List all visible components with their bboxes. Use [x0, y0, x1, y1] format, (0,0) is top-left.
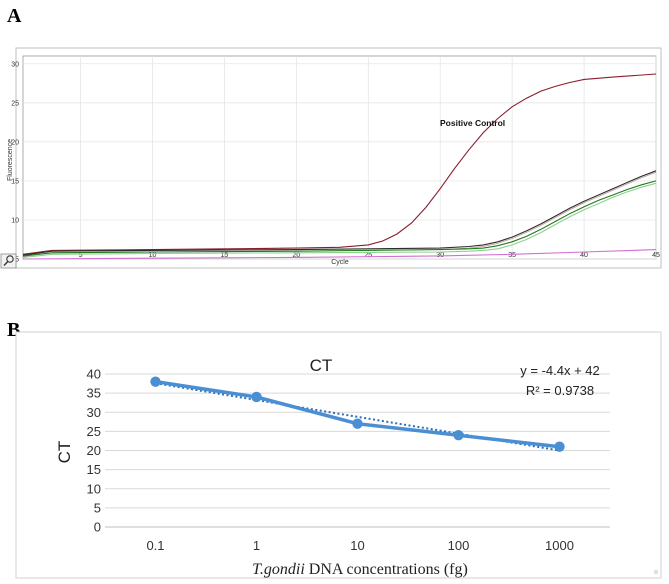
- panel-a-x-tick-label: 5: [79, 252, 83, 259]
- panel-a-x-label: Cycle: [331, 259, 349, 266]
- panel-b-series: [150, 376, 565, 452]
- panel-b-title: CT: [310, 356, 333, 375]
- panel-b-data-point: [251, 391, 262, 403]
- panel-b-x-tick-label: 10: [350, 538, 364, 553]
- panel-a-series-line: [22, 73, 657, 255]
- panel-a-x-tick-label: 20: [292, 252, 300, 259]
- panel-b-data-point: [150, 376, 161, 387]
- panel-a-y-tick-label: 5: [15, 257, 19, 264]
- panel-a-x-tick-label: 45: [652, 252, 660, 259]
- panel-a-series-line: [22, 180, 657, 257]
- panel-b-x-tick-label: 0.1: [146, 538, 164, 553]
- panel-b-y-tick-label: 20: [87, 443, 101, 458]
- panel-b-data-point: [453, 430, 464, 441]
- panel-a-x-tick-label: 40: [580, 252, 588, 259]
- panel-b-x-tick-label: 100: [448, 538, 470, 553]
- panel-b-y-ticks: 0 5 10 15 20 25 30 35 40: [87, 367, 101, 535]
- magnifier-icon[interactable]: [0, 253, 17, 269]
- panel-a-y-tick-label: 25: [11, 100, 19, 107]
- panel-b-trendline: [155, 382, 560, 452]
- panel-a-x-tick-label: 35: [508, 252, 516, 259]
- panel-a-x-tick-label: 15: [221, 252, 229, 259]
- panel-a-y-ticks: 5 10 15 20 25 30: [11, 61, 19, 263]
- panel-a-y-tick-label: 15: [11, 178, 19, 185]
- panel-b-y-tick-label: 35: [87, 386, 101, 401]
- panel-a-series-line: [22, 182, 657, 258]
- panel-b-y-tick-label: 5: [94, 500, 101, 515]
- panel-a-series: [22, 73, 657, 260]
- trendline-r-squared: R² = 0.9738: [526, 383, 594, 398]
- panel-b-y-tick-label: 25: [87, 424, 101, 439]
- positive-control-annotation: Positive Control: [440, 118, 505, 128]
- panel-b-frame: [15, 331, 662, 579]
- panel-a-x-tick-label: 10: [149, 252, 157, 259]
- panel-a-y-label: Fluorescence: [7, 139, 14, 181]
- panel-a-label: A: [7, 5, 22, 27]
- panel-b-x-label-rest: DNA concentrations (fg): [305, 561, 468, 578]
- panel-a-y-tick-label: 10: [11, 217, 19, 224]
- panel-b-x-label: T.gondii DNA concentrations (fg): [252, 561, 468, 578]
- panel-b-y-tick-label: 10: [87, 481, 101, 496]
- resize-handle: [654, 570, 658, 574]
- panel-b-x-tick-label: 1000: [545, 538, 574, 553]
- panel-a-series-line: [22, 249, 657, 260]
- panel-b-y-tick-label: 30: [87, 405, 101, 420]
- panel-a-grid: [23, 56, 657, 260]
- panel-b-y-tick-label: 0: [94, 520, 101, 535]
- panel-a-plot-area: [22, 55, 657, 260]
- panel-b-x-ticks: 0.1 1 10 100 1000: [146, 538, 574, 553]
- panel-a-series-line: [22, 170, 657, 256]
- panel-b-grid: [105, 373, 610, 528]
- panel-b-trendline-line: [155, 382, 560, 452]
- panel-b-y-tick-label: 15: [87, 462, 101, 477]
- panel-b-x-label-italic: T.gondii: [252, 561, 305, 578]
- panel-b-y-label: CT: [55, 441, 74, 464]
- panel-a-y-tick-label: 30: [11, 61, 19, 68]
- trendline-equation: y = -4.4x + 42: [520, 363, 600, 378]
- panel-b-x-tick-label: 1: [253, 538, 260, 553]
- panel-a-x-tick-label: 25: [364, 252, 372, 259]
- panel-b-data-point: [352, 418, 363, 429]
- panel-b-data-point: [554, 441, 565, 452]
- panel-b-chart: CT 0 5 10 15 20 25 30 35 40 0.1 1 10 100 1000 CT T.g…: [15, 331, 662, 579]
- panel-a-y-tick-label: 20: [11, 139, 19, 146]
- panel-b-y-tick-label: 40: [87, 367, 101, 382]
- panel-a-chart: 5 10 15 20 25 30 5 10 15 20 25 30 35 40 45 Cycle Fluo…: [0, 47, 662, 269]
